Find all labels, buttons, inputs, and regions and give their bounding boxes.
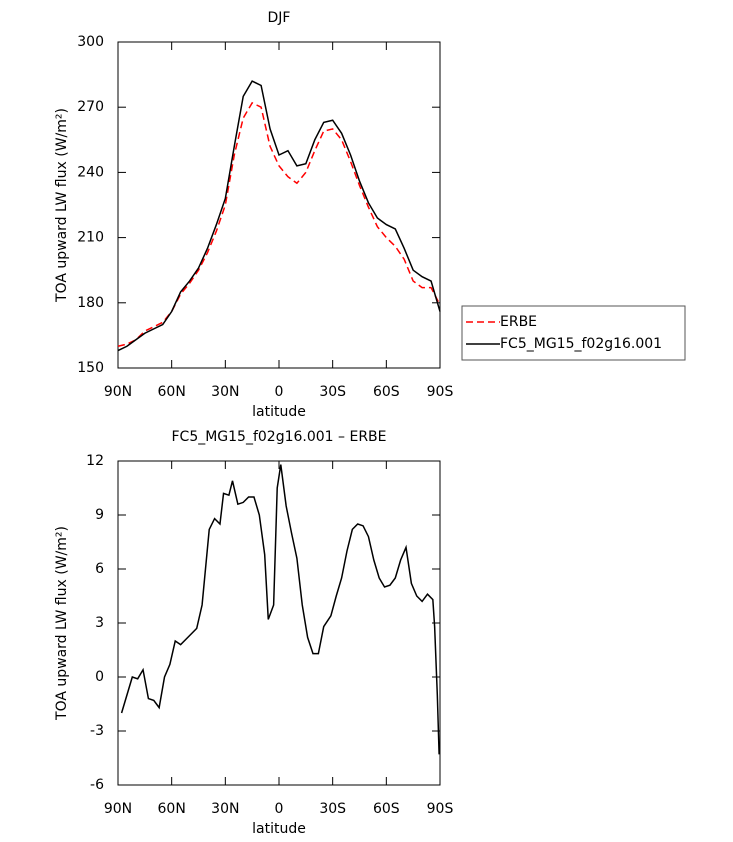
y-tick-label: 3	[95, 615, 104, 631]
y-axis-label: TOA upward LW flux (W/m²)	[54, 526, 70, 721]
x-tick-label: 90N	[104, 801, 132, 817]
y-tick-label: 9	[95, 507, 104, 523]
y-tick-label: 12	[86, 453, 104, 469]
x-tick-label: 30S	[319, 384, 346, 400]
x-tick-label: 60N	[158, 801, 186, 817]
chart-title: FC5_MG15_f02g16.001 – ERBE	[171, 429, 386, 445]
plot-frame	[117, 460, 441, 786]
data-line	[117, 80, 441, 352]
x-tick-label: 90S	[427, 384, 454, 400]
y-tick-label: 270	[77, 99, 104, 115]
x-tick-label: 60N	[158, 384, 186, 400]
data-line	[120, 464, 440, 755]
x-tick-label: 0	[275, 801, 284, 817]
x-axis-label: latitude	[252, 404, 306, 420]
x-tick-label: 30S	[319, 801, 346, 817]
y-tick-label: 0	[95, 669, 104, 685]
y-tick-label: 6	[95, 561, 104, 577]
legend-box	[461, 305, 686, 361]
y-axis-label: TOA upward LW flux (W/m²)	[54, 108, 70, 303]
y-tick-label: 150	[77, 360, 104, 376]
y-tick-label: 240	[77, 164, 104, 180]
y-tick-label: -6	[90, 777, 104, 793]
y-tick-label: 300	[77, 34, 104, 50]
x-tick-label: 60S	[373, 384, 400, 400]
chart-title: DJF	[268, 10, 291, 26]
x-tick-label: 90N	[104, 384, 132, 400]
x-axis-label: latitude	[252, 821, 306, 837]
x-tick-label: 60S	[373, 801, 400, 817]
y-tick-label: 180	[77, 295, 104, 311]
legend-label: ERBE	[500, 314, 537, 330]
x-tick-label: 30N	[211, 384, 239, 400]
data-line	[117, 101, 441, 347]
x-tick-label: 30N	[211, 801, 239, 817]
y-tick-label: 210	[77, 230, 104, 246]
legend-label: FC5_MG15_f02g16.001	[500, 336, 662, 352]
x-tick-label: 90S	[427, 801, 454, 817]
x-tick-label: 0	[275, 384, 284, 400]
y-tick-label: -3	[90, 723, 104, 739]
